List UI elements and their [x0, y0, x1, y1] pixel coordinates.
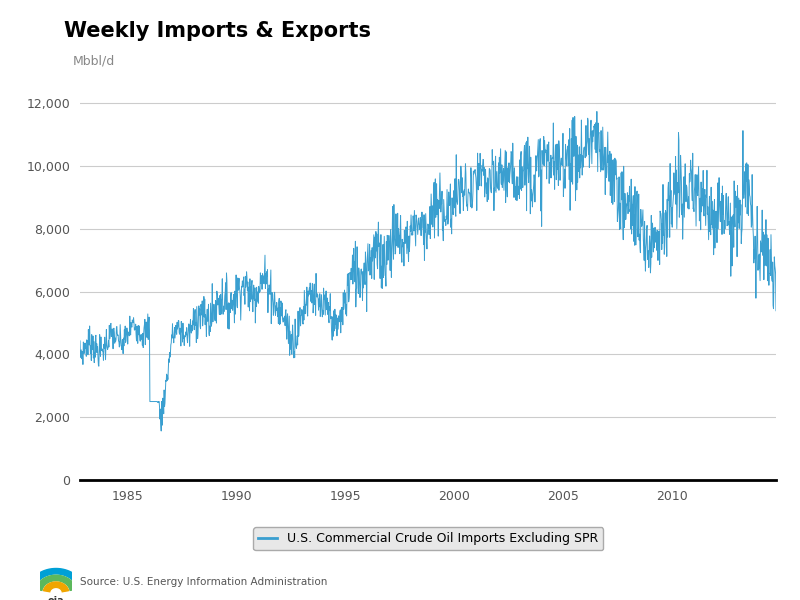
Text: eia: eia: [48, 595, 64, 600]
Polygon shape: [43, 582, 69, 592]
Text: Weekly Imports & Exports: Weekly Imports & Exports: [64, 21, 371, 41]
Text: Source: U.S. Energy Information Administration: Source: U.S. Energy Information Administ…: [80, 577, 327, 587]
Text: Mbbl/d: Mbbl/d: [73, 55, 115, 68]
Polygon shape: [28, 569, 84, 589]
Polygon shape: [36, 575, 76, 590]
Legend: U.S. Commercial Crude Oil Imports Excluding SPR: U.S. Commercial Crude Oil Imports Exclud…: [253, 527, 603, 550]
